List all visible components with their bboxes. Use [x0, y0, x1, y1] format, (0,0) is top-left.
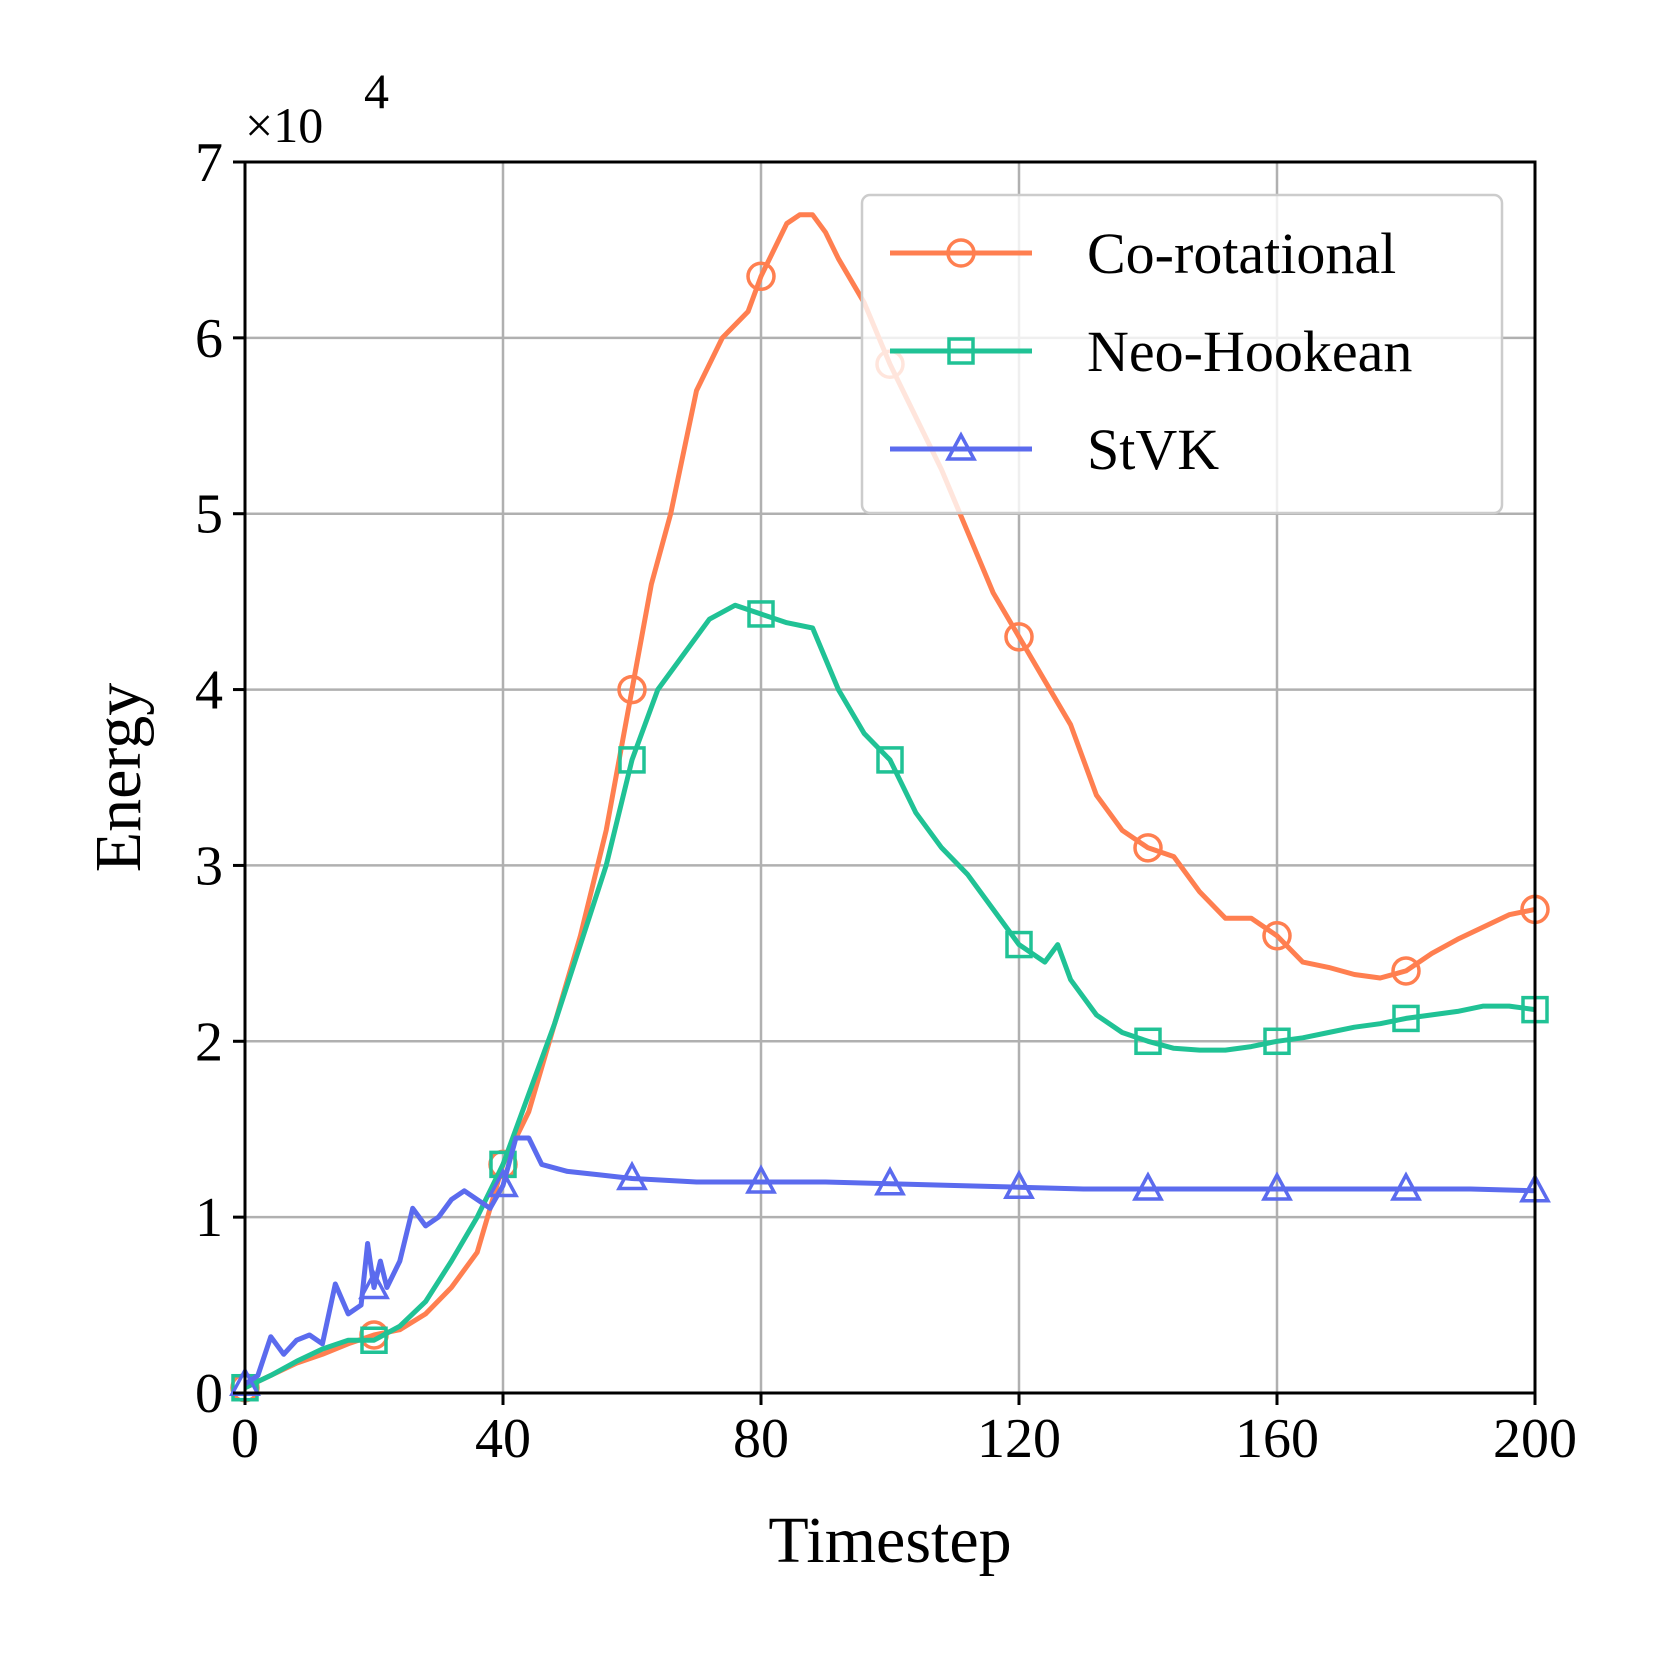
series-marker: [747, 600, 775, 628]
series-neo-hookean: [231, 600, 1549, 1402]
series-marker: [358, 1269, 390, 1300]
series-marker: [1262, 921, 1292, 951]
legend-item: Co-rotational: [890, 221, 1396, 286]
series-marker: [1392, 1004, 1420, 1033]
y-tick-label: 5: [195, 484, 223, 546]
legend-item: StVK: [890, 417, 1219, 482]
legend-marker: [946, 238, 976, 268]
y-tick-label: 3: [195, 835, 223, 897]
plot-frame: [243, 160, 1537, 1395]
y-axis-multiplier-exponent: 4: [364, 63, 389, 119]
series-marker: [1391, 956, 1421, 986]
axis-ticks: 0 40 80 120 160 200 0 1 2 3 4 5 6 7: [195, 132, 1577, 1470]
series-line: [243, 212, 1536, 1390]
series-marker: [1132, 1171, 1164, 1201]
series-marker: [1003, 1169, 1035, 1199]
legend-item: Neo-Hookean: [890, 319, 1412, 384]
series-marker: [746, 261, 776, 292]
series-marker: [616, 1160, 648, 1191]
series-marker: [874, 1166, 906, 1196]
series-marker: [617, 674, 647, 705]
series-marker: [618, 746, 646, 774]
legend: Co-rotational Neo-Hookean StVK: [860, 193, 1504, 515]
series-marker: [360, 1326, 388, 1354]
legend-label: Neo-Hookean: [1087, 319, 1412, 384]
series-marker: [1390, 1171, 1422, 1201]
y-tick-label: 4: [195, 660, 223, 722]
series-marker: [1263, 1027, 1291, 1056]
x-tick-label: 200: [1493, 1408, 1577, 1470]
legend-marker: [945, 431, 977, 461]
legend-label: StVK: [1087, 417, 1219, 482]
x-axis-title: Timestep: [768, 1504, 1011, 1577]
legend-marker: [947, 337, 975, 365]
legend-box: [860, 193, 1504, 515]
series-line: [243, 1135, 1536, 1387]
y-axis-title: Energy: [82, 683, 155, 872]
series-marker: [1005, 930, 1033, 959]
x-tick-label: 0: [231, 1408, 259, 1470]
series-line: [243, 602, 1536, 1390]
y-tick-label: 6: [195, 308, 223, 370]
y-tick-label: 2: [195, 1011, 223, 1073]
series-marker: [1261, 1171, 1293, 1201]
series-marker: [1004, 622, 1034, 652]
x-tick-label: 160: [1235, 1408, 1319, 1470]
x-tick-label: 120: [977, 1408, 1061, 1470]
x-tick-label: 40: [475, 1408, 531, 1470]
series-marker: [487, 1167, 519, 1198]
y-tick-label: 0: [195, 1363, 223, 1425]
y-tick-label: 1: [195, 1187, 223, 1249]
series-marker: [1133, 833, 1163, 863]
y-axis-multiplier: ×10: [245, 97, 323, 153]
series-marker: [1134, 1027, 1162, 1056]
x-tick-label: 80: [733, 1408, 789, 1470]
series-stvk: [229, 1135, 1551, 1396]
y-tick-label: 7: [195, 132, 223, 194]
series-marker: [876, 746, 904, 774]
series-marker: [745, 1164, 777, 1194]
legend-label: Co-rotational: [1087, 221, 1396, 286]
